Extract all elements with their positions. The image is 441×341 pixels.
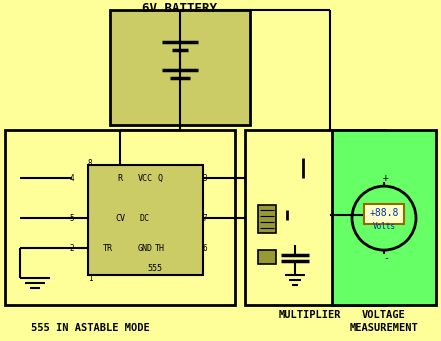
Polygon shape bbox=[287, 200, 303, 220]
Text: Volts: Volts bbox=[373, 222, 396, 231]
Text: TR: TR bbox=[103, 243, 113, 253]
Text: CV: CV bbox=[115, 213, 125, 223]
Bar bbox=[364, 204, 404, 224]
Text: Q: Q bbox=[157, 174, 162, 183]
Bar bbox=[5, 130, 235, 305]
Text: +: + bbox=[383, 173, 389, 183]
Text: 6: 6 bbox=[203, 243, 207, 253]
Text: 8: 8 bbox=[88, 159, 92, 168]
Text: VCC: VCC bbox=[138, 174, 153, 183]
Text: DC: DC bbox=[140, 213, 150, 223]
Text: 3: 3 bbox=[203, 174, 207, 183]
Text: 5: 5 bbox=[70, 213, 75, 223]
Polygon shape bbox=[287, 158, 303, 178]
Text: R: R bbox=[117, 174, 123, 183]
Text: 6V BATTERY: 6V BATTERY bbox=[142, 2, 217, 15]
Bar bbox=[258, 205, 276, 233]
Bar bbox=[258, 250, 276, 264]
Bar bbox=[110, 10, 250, 125]
Text: VOLTAGE: VOLTAGE bbox=[362, 310, 406, 320]
Text: 555 IN ASTABLE MODE: 555 IN ASTABLE MODE bbox=[30, 323, 149, 333]
Text: -: - bbox=[383, 253, 389, 263]
Text: 2: 2 bbox=[70, 243, 75, 253]
Bar bbox=[245, 130, 385, 305]
Text: MULTIPLIER: MULTIPLIER bbox=[279, 310, 341, 320]
Text: 4: 4 bbox=[70, 174, 75, 183]
Bar bbox=[332, 130, 436, 305]
Text: +88.8: +88.8 bbox=[369, 208, 399, 218]
Text: 555: 555 bbox=[147, 264, 162, 272]
Text: MEASUREMENT: MEASUREMENT bbox=[350, 323, 419, 333]
Bar bbox=[88, 165, 203, 275]
Text: 7: 7 bbox=[203, 213, 207, 223]
Text: 1: 1 bbox=[88, 273, 92, 283]
Text: TH: TH bbox=[155, 243, 165, 253]
Text: GND: GND bbox=[138, 243, 153, 253]
